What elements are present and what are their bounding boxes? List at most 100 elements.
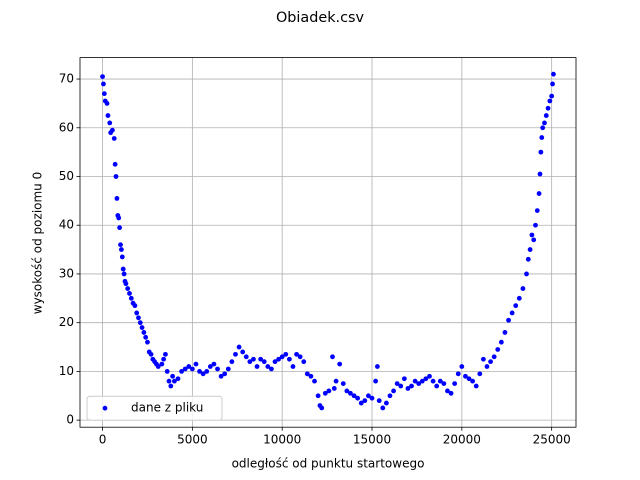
point xyxy=(362,398,368,404)
plot-frame xyxy=(79,57,577,428)
point xyxy=(134,310,140,316)
point xyxy=(348,390,353,396)
point xyxy=(423,376,429,382)
point xyxy=(193,361,199,367)
point xyxy=(441,381,447,386)
point xyxy=(520,286,526,291)
x-tick-label: 10000 xyxy=(263,433,301,447)
point xyxy=(145,339,150,345)
point xyxy=(545,105,551,111)
point xyxy=(276,356,281,362)
point xyxy=(283,351,289,357)
point xyxy=(236,344,242,350)
x-axis-label: odległość od punktu startowego xyxy=(232,457,425,471)
point xyxy=(258,356,264,362)
point xyxy=(484,364,490,369)
point xyxy=(179,369,184,374)
point xyxy=(427,373,432,379)
point xyxy=(166,378,172,384)
point xyxy=(524,271,529,277)
point xyxy=(529,232,535,238)
y-axis-label: wysokość od poziomu 0 xyxy=(31,172,45,315)
point xyxy=(380,405,386,411)
point xyxy=(459,364,465,369)
point xyxy=(538,149,544,155)
point xyxy=(279,354,285,360)
point xyxy=(229,359,235,365)
point xyxy=(448,390,454,396)
point xyxy=(247,359,253,365)
point xyxy=(531,237,537,243)
point xyxy=(463,373,468,379)
point xyxy=(330,354,335,360)
point xyxy=(383,400,389,406)
point xyxy=(294,351,299,357)
point xyxy=(470,378,476,384)
point xyxy=(412,378,418,384)
point xyxy=(445,388,450,394)
point xyxy=(119,247,124,252)
point xyxy=(375,364,380,369)
point xyxy=(488,359,493,365)
point xyxy=(240,349,246,355)
y-tick-label: 0 xyxy=(66,413,74,427)
point xyxy=(376,398,382,404)
point xyxy=(394,381,400,386)
point xyxy=(186,364,192,369)
point xyxy=(344,388,350,394)
point xyxy=(301,359,307,365)
point xyxy=(373,378,379,384)
point xyxy=(525,256,531,262)
point xyxy=(326,388,332,394)
point xyxy=(387,393,393,399)
point xyxy=(117,225,123,231)
chart-title: Obiadek.csv xyxy=(276,10,365,26)
point xyxy=(114,196,120,201)
point xyxy=(261,359,267,365)
point xyxy=(112,161,118,167)
point xyxy=(222,371,228,377)
point xyxy=(315,393,321,399)
point xyxy=(405,386,411,391)
point xyxy=(159,361,165,367)
point xyxy=(527,247,533,252)
y-tick-label: 50 xyxy=(59,169,74,183)
point xyxy=(233,351,238,357)
legend-marker xyxy=(102,405,108,411)
point xyxy=(118,242,123,248)
point xyxy=(480,356,486,362)
point xyxy=(204,369,210,374)
point xyxy=(164,369,170,374)
point xyxy=(243,354,249,360)
point xyxy=(104,101,110,106)
point xyxy=(215,366,220,372)
point xyxy=(123,281,129,287)
point xyxy=(127,291,132,296)
point xyxy=(331,386,337,391)
y-tick-label: 30 xyxy=(59,266,74,280)
point xyxy=(540,125,546,131)
point xyxy=(120,266,126,272)
x-tick-label: 0 xyxy=(99,433,107,447)
point xyxy=(542,120,547,126)
point xyxy=(163,351,168,357)
point xyxy=(312,378,317,384)
point xyxy=(502,330,508,335)
point xyxy=(137,320,143,326)
point xyxy=(200,371,206,377)
y-tick-label: 70 xyxy=(59,72,74,86)
point xyxy=(110,127,115,133)
point xyxy=(455,371,461,377)
point xyxy=(351,393,357,399)
point xyxy=(452,381,458,386)
point xyxy=(141,330,147,335)
point xyxy=(175,376,181,382)
legend-label: dane z pliku xyxy=(131,401,203,415)
point xyxy=(170,373,176,379)
point xyxy=(161,356,167,362)
point xyxy=(366,393,371,399)
point xyxy=(466,376,472,382)
point xyxy=(304,371,310,377)
point xyxy=(509,310,515,316)
point xyxy=(197,369,202,374)
